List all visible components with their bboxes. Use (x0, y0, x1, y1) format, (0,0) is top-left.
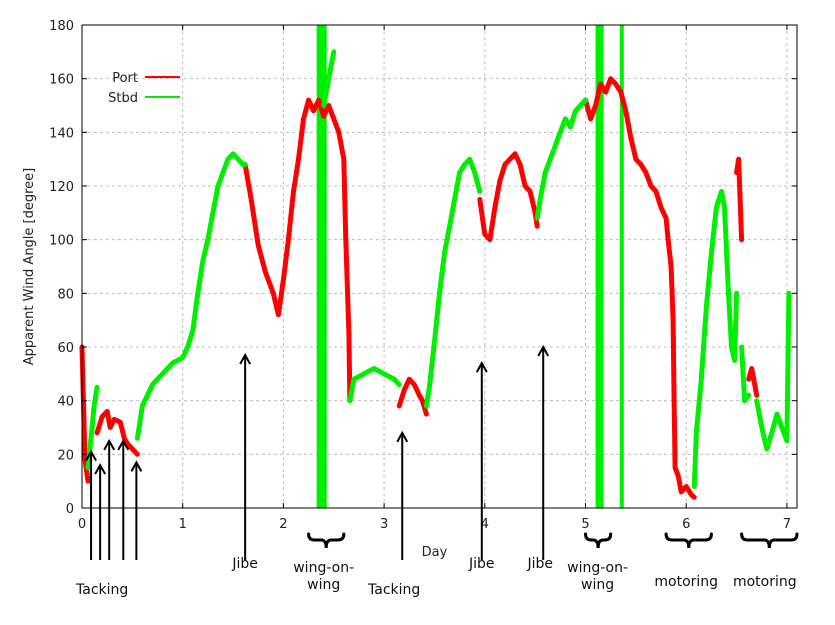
annotation-bracket (307, 532, 346, 549)
annotation-bracket (740, 532, 799, 549)
series-line-stbd (754, 290, 792, 452)
series-line-port (477, 151, 540, 243)
y-tick-label: 20 (57, 448, 74, 463)
annotation-bracket (664, 532, 713, 549)
x-tick-label: 4 (481, 517, 489, 532)
annotation-arrowhead (117, 438, 130, 451)
annotation-arrowhead (94, 463, 107, 475)
y-tick-label: 60 (57, 341, 74, 356)
x-tick-label: 1 (179, 517, 187, 532)
y-axis-label: Apparent Wind Angle [degree] (22, 168, 37, 366)
y-tick-label: 140 (49, 126, 74, 141)
annotation-label: Jibe (526, 556, 553, 572)
series-line-stbd (423, 156, 483, 409)
y-tick-label: 100 (49, 234, 74, 249)
axis-ticks: 0 1 2 3 4 5 6 7 0 20 40 60 80 100 120 140 160 180 (49, 19, 797, 532)
annotation-label: wing-on- (567, 560, 628, 576)
x-tick-label: 5 (581, 517, 589, 532)
grid (82, 25, 797, 508)
annotation-arrowhead (103, 438, 116, 451)
plot-frame (81, 24, 798, 509)
x-tick-label: 7 (783, 517, 791, 532)
annotation-arrowhead (239, 352, 252, 365)
series-line-port (583, 76, 697, 500)
series-line-port (79, 344, 91, 484)
annotation-arrowhead (130, 460, 143, 472)
legend: Port Stbd (108, 71, 180, 106)
series-line-port (242, 97, 353, 404)
series-line-stbd (739, 344, 752, 404)
annotation-label: Jibe (468, 556, 495, 572)
annotation-label: motoring (654, 574, 718, 590)
annotation-label: motoring (733, 574, 797, 590)
y-tick-label: 40 (57, 395, 74, 410)
annotation-arrowhead (396, 430, 409, 443)
annotation-label: wing-on- (293, 560, 354, 576)
y-tick-label: 180 (49, 19, 74, 34)
series-band (316, 25, 327, 508)
legend-label: Port (112, 71, 138, 86)
y-tick-label: 120 (49, 180, 74, 195)
series-line-stbd (85, 384, 100, 471)
series-line-port (734, 156, 745, 243)
annotation-label: Jibe (231, 556, 258, 572)
series-band (619, 25, 624, 508)
series-lines (79, 49, 792, 500)
x-tick-label: 6 (682, 517, 690, 532)
series-line-port (94, 408, 140, 457)
annotation-label: wing (581, 577, 614, 593)
series-line-stbd (321, 49, 337, 108)
series-band (595, 25, 604, 508)
series-line-stbd (134, 151, 248, 441)
x-tick-label: 3 (380, 517, 388, 532)
annotation-label: wing (307, 577, 340, 593)
y-tick-label: 0 (66, 502, 74, 517)
series-bands (316, 25, 624, 508)
x-tick-label: 2 (279, 517, 287, 532)
x-axis-label: Day (422, 545, 448, 560)
series-line-port (396, 376, 429, 417)
annotation-arrowhead (537, 344, 550, 357)
annotation-bracket (584, 532, 613, 549)
series-line-stbd (534, 97, 588, 221)
legend-label: Stbd (108, 91, 138, 106)
annotation-label: Tacking (75, 582, 128, 598)
annotation-arrowhead (475, 361, 488, 373)
y-tick-label: 160 (49, 73, 74, 88)
series-line-stbd (347, 366, 402, 404)
y-tick-label: 80 (57, 287, 74, 302)
annotation-label: Tacking (367, 582, 420, 598)
series-line-port (746, 366, 760, 398)
annotation-arrowhead (85, 449, 97, 462)
x-tick-label: 0 (78, 517, 86, 532)
series-line-stbd (691, 188, 740, 489)
